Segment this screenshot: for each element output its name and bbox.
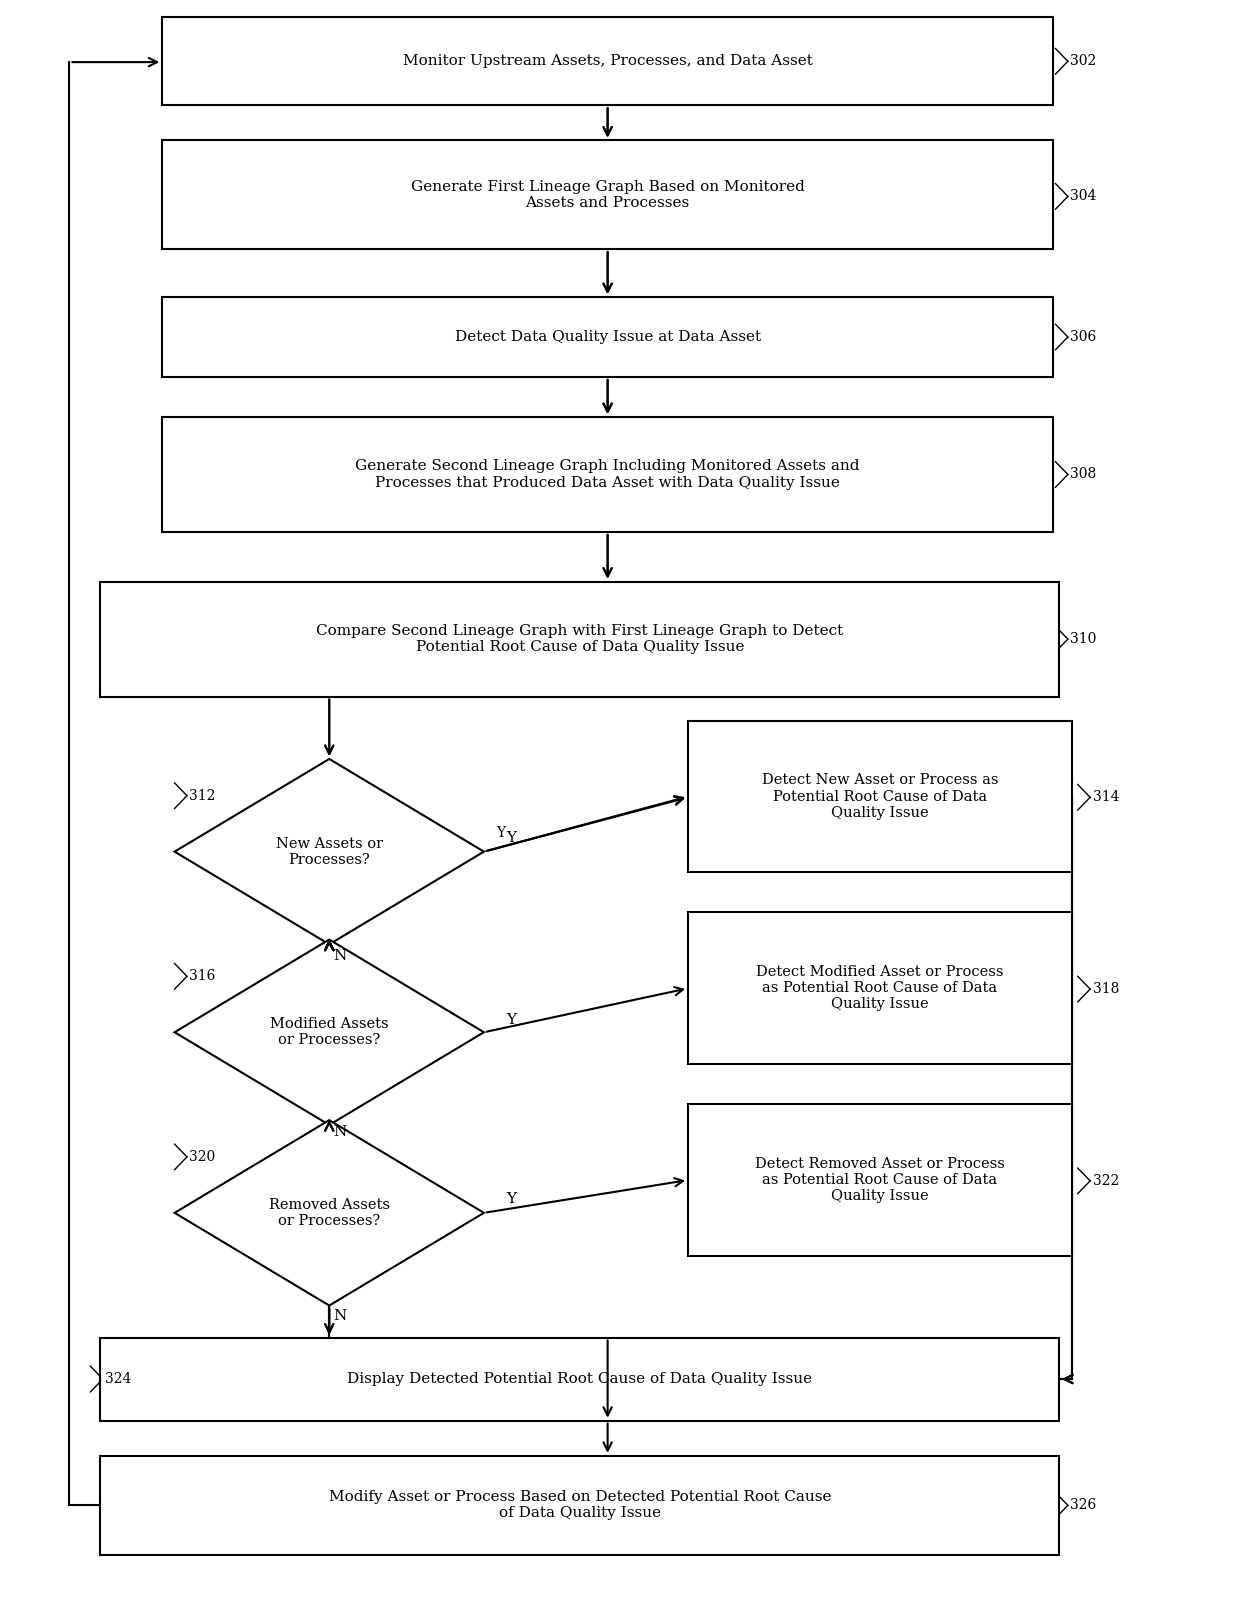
Text: Y: Y (506, 831, 516, 845)
FancyBboxPatch shape (688, 1105, 1071, 1257)
FancyBboxPatch shape (162, 18, 1053, 106)
Text: Display Detected Potential Root Cause of Data Quality Issue: Display Detected Potential Root Cause of… (347, 1372, 812, 1386)
Text: 310: 310 (1070, 632, 1096, 647)
Text: 314: 314 (1092, 791, 1120, 804)
FancyBboxPatch shape (100, 581, 1059, 696)
Text: Generate Second Lineage Graph Including Monitored Assets and
Processes that Prod: Generate Second Lineage Graph Including … (356, 459, 859, 490)
FancyBboxPatch shape (100, 1455, 1059, 1555)
Text: Y: Y (496, 826, 506, 841)
FancyBboxPatch shape (100, 1337, 1059, 1420)
Text: Generate First Lineage Graph Based on Monitored
Assets and Processes: Generate First Lineage Graph Based on Mo… (410, 179, 805, 210)
Text: 308: 308 (1070, 467, 1096, 482)
Text: 316: 316 (190, 969, 216, 983)
Text: N: N (334, 1308, 346, 1322)
Text: Detect Removed Asset or Process
as Potential Root Cause of Data
Quality Issue: Detect Removed Asset or Process as Poten… (755, 1158, 1004, 1204)
Text: 304: 304 (1070, 189, 1096, 203)
Text: Monitor Upstream Assets, Processes, and Data Asset: Monitor Upstream Assets, Processes, and … (403, 54, 812, 69)
Text: Removed Assets
or Processes?: Removed Assets or Processes? (269, 1198, 389, 1228)
Text: N: N (334, 949, 346, 964)
Text: Y: Y (506, 1193, 516, 1207)
Text: 318: 318 (1092, 981, 1118, 996)
FancyBboxPatch shape (162, 141, 1053, 250)
Text: Detect New Asset or Process as
Potential Root Cause of Data
Quality Issue: Detect New Asset or Process as Potential… (761, 773, 998, 820)
Text: N: N (334, 1126, 346, 1138)
FancyBboxPatch shape (688, 720, 1071, 873)
Text: Compare Second Lineage Graph with First Lineage Graph to Detect
Potential Root C: Compare Second Lineage Graph with First … (316, 624, 843, 655)
Text: 306: 306 (1070, 330, 1096, 344)
Polygon shape (175, 1121, 484, 1305)
Text: Modify Asset or Process Based on Detected Potential Root Cause
of Data Quality I: Modify Asset or Process Based on Detecte… (329, 1491, 831, 1521)
Text: 302: 302 (1070, 54, 1096, 69)
Text: Y: Y (506, 1013, 516, 1028)
Text: 322: 322 (1092, 1174, 1118, 1188)
Text: Detect Data Quality Issue at Data Asset: Detect Data Quality Issue at Data Asset (455, 330, 760, 344)
Text: 324: 324 (105, 1372, 131, 1386)
Text: Modified Assets
or Processes?: Modified Assets or Processes? (270, 1017, 388, 1047)
Polygon shape (175, 759, 484, 945)
FancyBboxPatch shape (688, 913, 1071, 1065)
Text: Detect Modified Asset or Process
as Potential Root Cause of Data
Quality Issue: Detect Modified Asset or Process as Pote… (756, 965, 1003, 1012)
FancyBboxPatch shape (162, 416, 1053, 532)
Polygon shape (175, 940, 484, 1126)
Text: New Assets or
Processes?: New Assets or Processes? (275, 837, 383, 866)
Text: 320: 320 (190, 1150, 216, 1164)
FancyBboxPatch shape (162, 298, 1053, 376)
Text: 312: 312 (190, 789, 216, 802)
Text: 326: 326 (1070, 1499, 1096, 1513)
